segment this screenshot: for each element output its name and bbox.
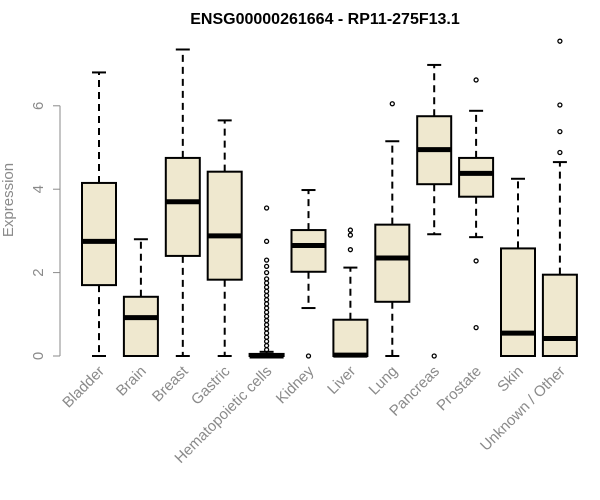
chart-title: ENSG00000261664 - RP11-275F13.1	[190, 11, 460, 28]
outlier-point	[347, 232, 354, 238]
outlier-point	[263, 342, 270, 349]
x-tick-label: Breast	[149, 362, 192, 405]
box-brain	[122, 238, 159, 358]
box-pancreas	[416, 63, 453, 359]
outlier-point	[263, 338, 270, 345]
outlier-point	[389, 101, 395, 107]
outlier-point	[263, 322, 270, 328]
outlier-point	[263, 313, 270, 320]
box-bladder	[81, 71, 117, 357]
box-iqr	[374, 223, 411, 303]
outlier-point	[263, 257, 270, 263]
y-tick-label: 6	[30, 102, 47, 110]
y-axis: 0 2 4 6	[30, 102, 61, 360]
y-tick-label: 2	[30, 268, 47, 276]
outlier-point	[263, 305, 270, 311]
box-iqr	[541, 273, 578, 357]
box-iqr	[122, 295, 159, 358]
outlier-point	[557, 129, 563, 135]
outlier-point	[305, 353, 312, 359]
outlier-point	[263, 334, 270, 340]
x-tick-label: Bladder	[59, 363, 108, 412]
box-skin	[500, 177, 536, 357]
outlier-point	[473, 77, 479, 83]
box-iqr	[164, 156, 201, 257]
x-tick-label: Brain	[113, 363, 150, 400]
outlier-point	[263, 330, 270, 336]
y-tick-label: 4	[30, 185, 47, 193]
outlier-point	[347, 227, 354, 233]
outlier-point	[431, 353, 437, 359]
outlier-point	[473, 324, 479, 331]
box-iqr	[81, 181, 117, 287]
outlier-point	[263, 309, 270, 315]
outlier-point	[473, 258, 479, 264]
x-tick-label: Prostate	[433, 363, 485, 415]
y-axis-label: Expression	[0, 163, 17, 237]
box-hematopoietic-cells	[248, 205, 285, 359]
box-kidney	[290, 189, 327, 359]
outlier-point	[263, 263, 270, 269]
outlier-point	[263, 297, 270, 303]
y-tick-label: 0	[30, 352, 47, 360]
box-iqr	[500, 247, 536, 357]
outlier-point	[263, 276, 270, 282]
box-iqr	[206, 170, 243, 281]
x-tick-label: Liver	[324, 363, 359, 398]
box-iqr	[332, 318, 369, 358]
outlier-point	[263, 317, 270, 324]
box-iqr	[290, 229, 327, 273]
x-tick-label: Skin	[494, 363, 527, 396]
outlier-point	[557, 102, 563, 108]
box-breast	[164, 48, 201, 357]
outlier-point	[557, 38, 563, 44]
box-prostate	[458, 77, 495, 331]
boxes-group	[81, 38, 578, 359]
outlier-point	[263, 292, 270, 299]
box-iqr	[458, 156, 495, 198]
box-unknown-other	[541, 38, 578, 357]
box-liver	[332, 227, 369, 358]
outlier-point	[263, 269, 270, 276]
outlier-point	[263, 301, 270, 307]
outlier-point	[263, 288, 270, 295]
outlier-point	[347, 247, 354, 253]
outlier-point	[263, 284, 270, 290]
box-gastric	[206, 119, 243, 357]
outlier-point	[557, 149, 563, 156]
outlier-point	[263, 280, 270, 286]
x-tick-label: Lung	[366, 363, 402, 399]
outlier-point	[263, 238, 270, 244]
outlier-point	[263, 326, 270, 332]
outlier-point	[263, 347, 270, 353]
x-tick-label: Kidney	[273, 362, 318, 407]
outlier-point	[263, 205, 270, 211]
box-lung	[374, 101, 411, 357]
